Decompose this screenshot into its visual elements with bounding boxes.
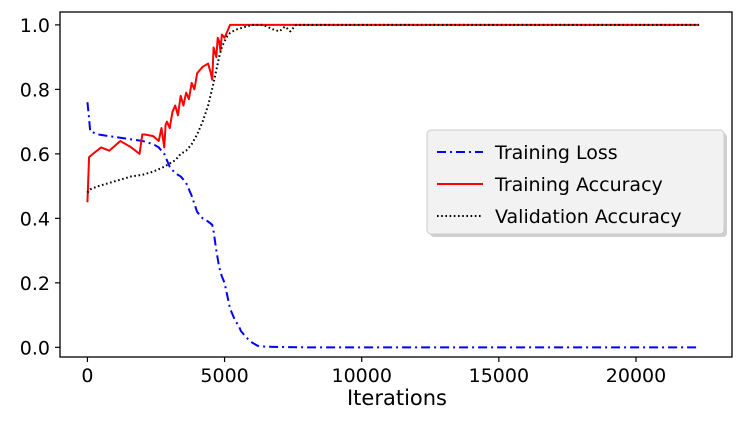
plot-frame	[59, 11, 733, 358]
x-tick-label: 10000	[331, 365, 391, 387]
x-tick-label: 15000	[469, 365, 529, 387]
legend-box	[426, 129, 725, 235]
y-tick-label: 1.0	[20, 15, 50, 37]
legend-label: Training Loss	[494, 142, 618, 164]
x-axis-label: Iterations	[347, 386, 447, 410]
x-tick-label: 0	[81, 365, 93, 387]
y-tick-label: 0.8	[20, 79, 50, 101]
y-tick-label: 0.4	[20, 208, 50, 230]
y-tick-label: 0.6	[20, 144, 50, 166]
y-tick-label: 0.2	[20, 273, 50, 295]
series-line-training-accuracy	[86, 23, 700, 203]
axes-layer: 0 5000 10000 15000 20000 0.0 0.2 0.4 0.6 0.8 1.0	[20, 11, 733, 387]
x-tick-label: 20000	[606, 365, 666, 387]
y-tick-label: 0.0	[20, 337, 50, 359]
legend-label: Training Accuracy	[494, 174, 663, 196]
legend-label: Validation Accuracy	[495, 206, 682, 228]
series-line-validation-accuracy	[86, 23, 700, 194]
x-tick-label: 5000	[200, 365, 248, 387]
series-line-training-loss	[86, 102, 700, 349]
legend: Training Loss Training Accuracy Validation…	[426, 129, 727, 237]
series-layer	[86, 23, 700, 349]
